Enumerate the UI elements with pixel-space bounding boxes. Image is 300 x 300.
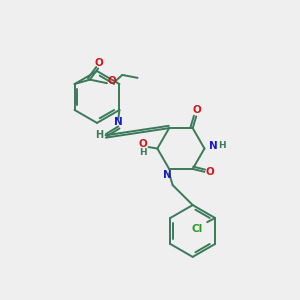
Text: H: H [95, 130, 104, 140]
Text: H: H [218, 141, 225, 150]
Text: O: O [108, 76, 117, 86]
Text: N: N [163, 170, 172, 180]
Text: N: N [209, 141, 218, 151]
Text: O: O [94, 58, 103, 68]
Text: H: H [139, 148, 146, 157]
Text: Cl: Cl [192, 224, 203, 234]
Text: O: O [192, 106, 201, 116]
Text: N: N [114, 117, 123, 127]
Text: O: O [206, 167, 215, 177]
Text: O: O [138, 139, 147, 148]
